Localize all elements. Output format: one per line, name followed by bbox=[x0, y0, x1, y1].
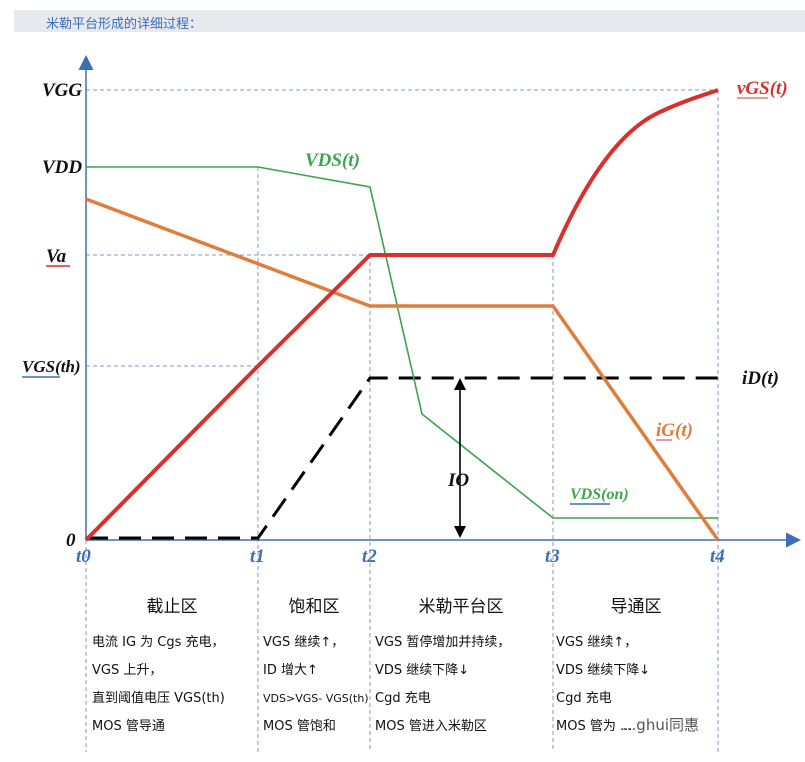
y-label-vgg: VGG bbox=[42, 80, 82, 101]
region-saturation-text: VGS 继续↑， ID 增大↑ VDS>VGS- VGS(th) MOS 管饱和 bbox=[263, 635, 369, 734]
x-tick-t4: t4 bbox=[710, 546, 725, 567]
region-title-saturation: 饱和区 bbox=[289, 597, 340, 617]
io-label: IO bbox=[447, 470, 469, 491]
io-arrow-bottom bbox=[454, 526, 466, 538]
region-miller-text: VGS 暂停增加并持续， VDS 继续下降↓ Cgd 充电 MOS 管进入米勒区 bbox=[375, 634, 510, 734]
region-on-text: VGS 继续↑， VDS 继续下降↓ Cgd 充电 MOS 管为 ... bbox=[556, 635, 650, 734]
vertical-guides bbox=[85, 90, 719, 752]
series-ig-line bbox=[85, 197, 720, 542]
region-line: MOS 管饱和 bbox=[263, 719, 336, 734]
series-id-line bbox=[86, 376, 718, 540]
region-title-on: 导通区 bbox=[611, 597, 662, 617]
region-line: VGS 上升， bbox=[92, 663, 162, 678]
x-tick-t0: t0 bbox=[76, 546, 91, 567]
x-tick-t1: t1 bbox=[250, 546, 265, 567]
region-line: Cgd 充电 bbox=[375, 690, 431, 706]
vds-curve-label: VDS(t) bbox=[305, 150, 360, 171]
region-line: VGS 继续↑， bbox=[263, 635, 344, 650]
x-tick-t3: t3 bbox=[545, 546, 560, 567]
vgs-curve-label: vGS(t) bbox=[737, 78, 788, 99]
region-title-cutoff: 截止区 bbox=[147, 597, 198, 617]
series-vgs-line bbox=[84, 88, 719, 542]
region-line: MOS 管为 ... bbox=[556, 719, 632, 734]
ig-curve-label: iG(t) bbox=[656, 420, 693, 441]
region-line: MOS 管导通 bbox=[92, 719, 165, 734]
watermark: ...ghui同惠 bbox=[622, 716, 700, 734]
y-label-va: Va bbox=[46, 246, 67, 267]
region-line: VDS 继续下降↓ bbox=[375, 663, 469, 678]
region-line: ID 增大↑ bbox=[263, 663, 318, 678]
y-label-zero: 0 bbox=[66, 530, 76, 551]
region-line: VDS 继续下降↓ bbox=[556, 663, 650, 678]
region-line: VGS 暂停增加并持续， bbox=[375, 634, 510, 650]
region-line: MOS 管进入米勒区 bbox=[375, 719, 487, 734]
region-line: Cgd 充电 bbox=[556, 690, 612, 706]
region-cutoff-text: 电流 IG 为 Cgs 充电， VGS 上升， 直到阈值电压 VGS(th) M… bbox=[92, 634, 225, 734]
region-line: VDS>VGS- VGS(th) bbox=[263, 692, 369, 705]
header-bar bbox=[14, 10, 805, 32]
region-title-miller: 米勒平台区 bbox=[419, 597, 504, 617]
io-arrow-top bbox=[454, 378, 466, 390]
region-line: 电流 IG 为 Cgs 充电， bbox=[92, 634, 225, 650]
y-label-vdd: VDD bbox=[42, 157, 82, 178]
series-vds-line bbox=[86, 166, 718, 519]
region-line: VGS 继续↑， bbox=[556, 635, 637, 650]
x-tick-t2: t2 bbox=[362, 546, 377, 567]
vds-on-label: VDS(on) bbox=[570, 486, 629, 503]
page-title: 米勒平台形成的详细过程： bbox=[46, 17, 203, 32]
region-line: 直到阈值电压 VGS(th) bbox=[92, 690, 225, 706]
y-label-vgsth: VGS(th) bbox=[22, 357, 81, 376]
id-curve-label: iD(t) bbox=[742, 368, 779, 389]
